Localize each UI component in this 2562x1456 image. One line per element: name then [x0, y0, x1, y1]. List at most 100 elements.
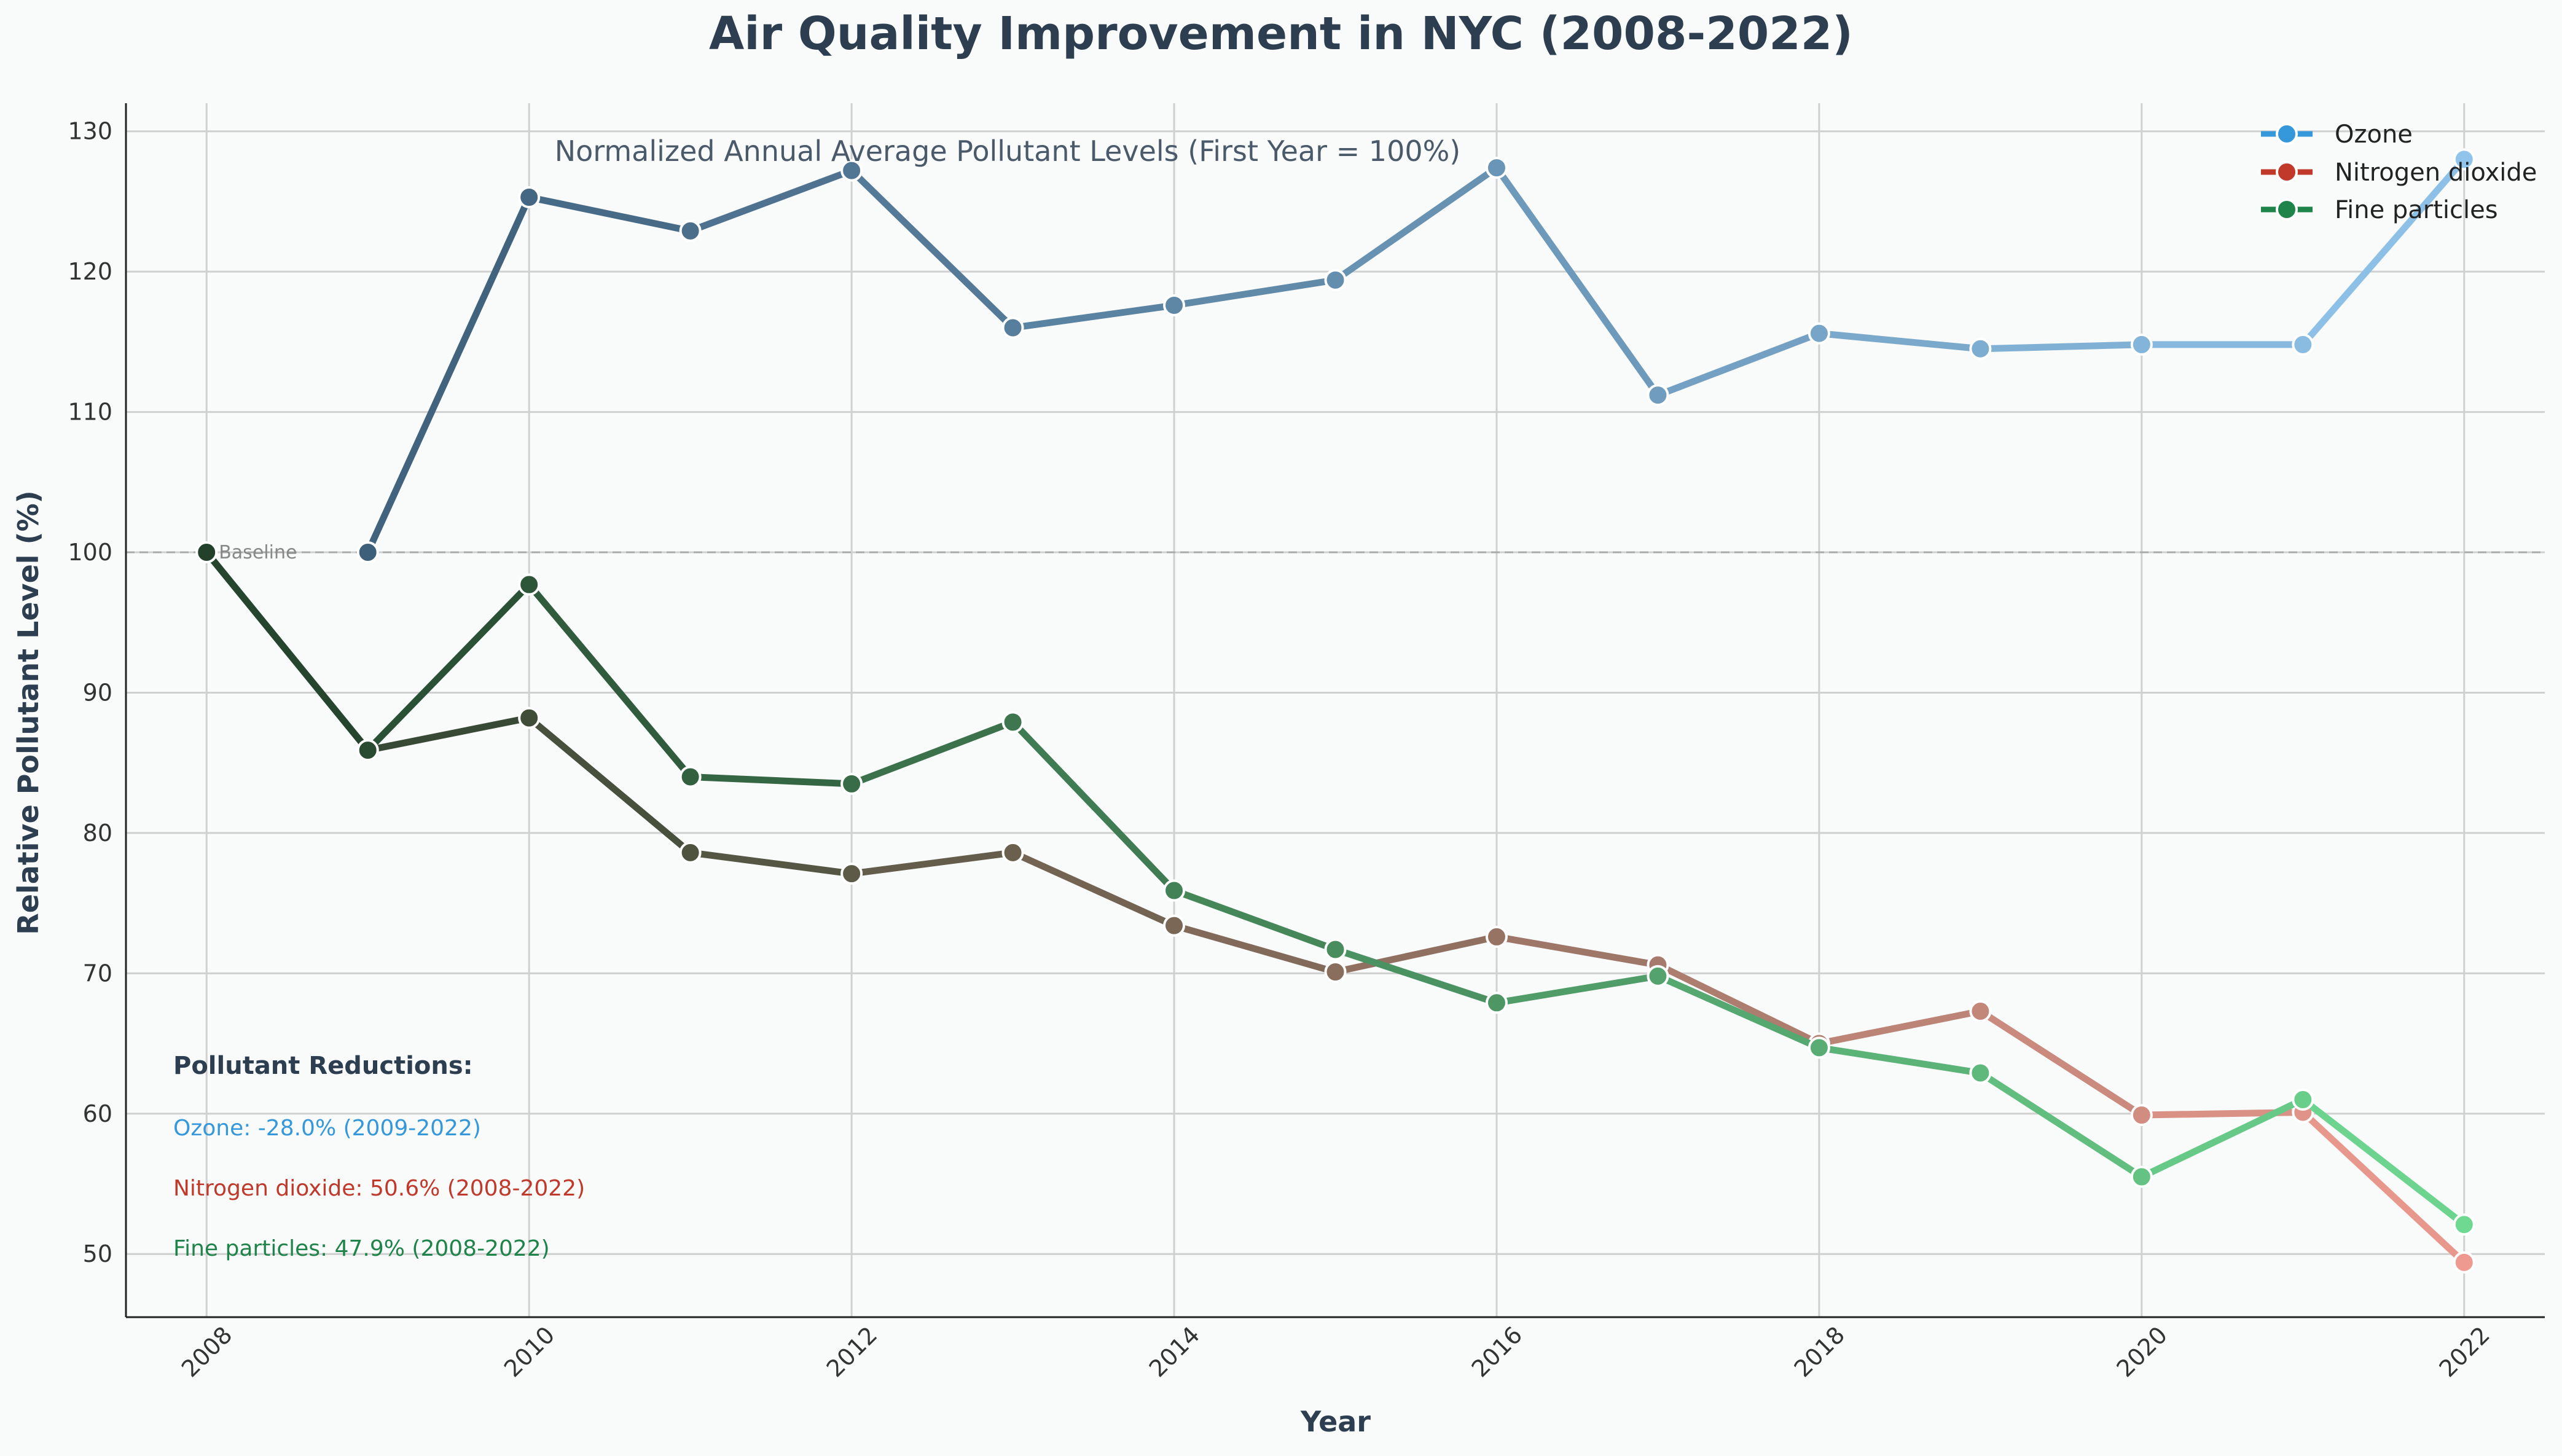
reductions-annotation: Pollutant Reductions: Ozone: -28.0% (200…: [173, 1052, 585, 1261]
series-segment: [2299, 1108, 2468, 1266]
y-tick-label: 80: [83, 820, 112, 847]
data-point: [1969, 1062, 1992, 1084]
series-group: [195, 148, 2475, 1274]
y-tick-label: 100: [68, 539, 112, 566]
series-segment: [848, 718, 1017, 788]
series-segment: [1170, 887, 1339, 953]
y-tick-label: 130: [68, 118, 112, 145]
series-segment: [687, 167, 855, 235]
data-point: [1001, 316, 1024, 339]
data-point: [1647, 965, 1669, 987]
series-segment: [2299, 1096, 2468, 1228]
y-tick-label: 70: [83, 960, 112, 987]
series-segment: [2299, 155, 2468, 348]
legend-label: Nitrogen dioxide: [2335, 159, 2537, 187]
data-point: [2453, 1213, 2475, 1236]
data-point: [195, 541, 218, 564]
data-point: [1485, 157, 1508, 179]
series-segment: [1009, 849, 1178, 930]
data-point: [356, 739, 379, 762]
legend-label: Ozone: [2335, 120, 2413, 149]
x-axis-label: Year: [1300, 1405, 1371, 1438]
legend-item-ozone[interactable]: Ozone: [2261, 120, 2413, 149]
data-point: [1324, 938, 1347, 961]
data-point: [1001, 841, 1024, 864]
chart-subtitle: Normalized Annual Average Pollutant Leve…: [555, 135, 1461, 168]
data-point: [518, 186, 541, 209]
legend-swatch-marker: [2276, 198, 2298, 221]
series-segment: [1976, 1070, 2145, 1181]
series-segment: [1170, 276, 1339, 309]
series-segment: [1654, 961, 1823, 1047]
data-point: [518, 573, 541, 596]
data-point: [840, 863, 863, 885]
data-point: [1485, 992, 1508, 1014]
data-point: [1163, 294, 1186, 316]
y-tick-label: 120: [68, 258, 112, 285]
data-point: [2130, 333, 2153, 356]
data-point: [1647, 384, 1669, 407]
series-segment: [1332, 164, 1500, 284]
series-segment: [1654, 973, 1823, 1051]
series-segment: [687, 773, 855, 788]
y-tick-label: 90: [83, 679, 112, 706]
series-segment: [364, 581, 533, 754]
data-point: [1969, 1000, 1992, 1023]
data-point: [2453, 1251, 2475, 1274]
series-segment: [1009, 718, 1178, 894]
legend-swatch-marker: [2276, 161, 2298, 183]
y-axis-label: Relative Pollutant Level (%): [12, 490, 45, 934]
annotation-fine-particles: Fine particles: 47.9% (2008-2022): [173, 1236, 550, 1261]
data-point: [1163, 914, 1186, 937]
series-segment: [1816, 1044, 1984, 1077]
data-point: [1969, 337, 1992, 360]
series-segment: [364, 194, 533, 556]
series-segment: [1493, 973, 1661, 1006]
legend-swatch-marker: [2276, 123, 2298, 145]
legend-item-nitrogen-dioxide[interactable]: Nitrogen dioxide: [2261, 159, 2537, 187]
data-point: [1485, 925, 1508, 948]
series-segment: [848, 849, 1017, 877]
series-segment: [203, 549, 372, 754]
series-segment: [525, 714, 694, 856]
data-point: [2292, 1088, 2314, 1111]
data-point: [2130, 1104, 2153, 1127]
data-point: [840, 772, 863, 795]
y-tick-label: 50: [83, 1240, 112, 1267]
series-segment: [364, 714, 533, 754]
series-segment: [1976, 1008, 2145, 1119]
legend-item-fine-particles[interactable]: Fine particles: [2261, 196, 2498, 224]
data-point: [2130, 1165, 2153, 1188]
series-segment: [848, 167, 1017, 332]
data-point: [679, 219, 702, 242]
series-segment: [1332, 945, 1500, 1006]
series-ozone: [356, 148, 2475, 564]
legend-label: Fine particles: [2335, 196, 2498, 224]
baseline-label: Baseline: [219, 542, 297, 563]
y-tick-label: 110: [68, 399, 112, 426]
series-segment: [1170, 922, 1339, 976]
series-fine-particles: [195, 541, 2475, 1236]
data-point: [2453, 148, 2475, 171]
series-segment: [2138, 1096, 2306, 1181]
series-segment: [525, 581, 694, 781]
annotation-ozone: Ozone: -28.0% (2009-2022): [173, 1116, 481, 1141]
series-segment: [1654, 330, 1823, 399]
series-segment: [1816, 1008, 1984, 1047]
series-segment: [1816, 330, 1984, 353]
data-point: [840, 159, 863, 182]
baseline: Baseline: [126, 542, 2545, 563]
data-point: [679, 765, 702, 788]
legend: Ozone Nitrogen dioxide Fine particles: [2261, 120, 2537, 224]
series-segment: [1332, 933, 1500, 976]
annotation-nitrogen-dioxide: Nitrogen dioxide: 50.6% (2008-2022): [173, 1176, 585, 1201]
data-point: [1324, 961, 1347, 984]
series-segment: [525, 194, 694, 235]
data-point: [1808, 1036, 1830, 1059]
data-point: [679, 841, 702, 864]
series-segment: [687, 849, 855, 877]
annotation-heading: Pollutant Reductions:: [173, 1052, 473, 1080]
chart-title: Air Quality Improvement in NYC (2008-202…: [709, 7, 1853, 60]
series-segment: [1976, 341, 2145, 353]
